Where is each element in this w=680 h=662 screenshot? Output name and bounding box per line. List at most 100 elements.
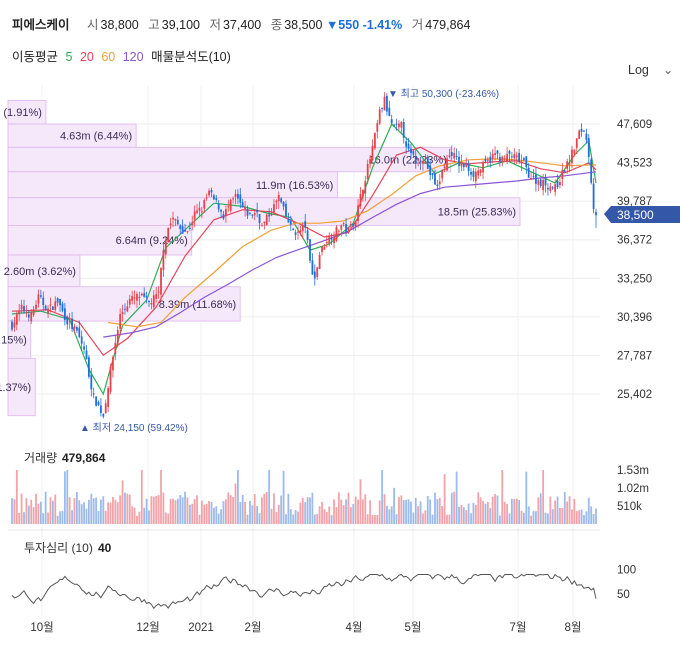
volume-bar bbox=[162, 492, 165, 524]
candle-body bbox=[227, 206, 230, 208]
candle-body bbox=[458, 156, 460, 167]
candle-body bbox=[474, 171, 477, 182]
candle-body bbox=[220, 209, 222, 212]
candle-body bbox=[251, 214, 254, 216]
volume-bar bbox=[489, 508, 492, 524]
candle-body bbox=[162, 250, 165, 271]
volume-bar bbox=[525, 471, 528, 524]
candle-body bbox=[160, 268, 162, 295]
candle-body bbox=[164, 239, 167, 255]
volume-bar bbox=[530, 515, 533, 524]
volume-bar bbox=[398, 497, 400, 524]
candle-body bbox=[253, 213, 256, 216]
ma5-legend[interactable]: 5 bbox=[65, 50, 73, 64]
volume-bar bbox=[181, 497, 184, 524]
volume-bar bbox=[23, 512, 25, 524]
volume-bar bbox=[455, 471, 458, 524]
volume-bar bbox=[107, 502, 110, 524]
volume-profile-label: 18.5m (25.83%) bbox=[438, 207, 516, 219]
volume-bar bbox=[285, 514, 287, 524]
volume-profile-label: 16.0m (22.23%) bbox=[369, 155, 447, 167]
candle-body bbox=[246, 208, 249, 216]
volume-tick-label: 1.02m bbox=[617, 483, 649, 495]
ma120-legend[interactable]: 120 bbox=[122, 50, 144, 64]
candle-body bbox=[587, 138, 590, 157]
candle-body bbox=[282, 201, 285, 207]
volume-bar bbox=[571, 509, 573, 524]
candle-body bbox=[20, 304, 23, 310]
candle-body bbox=[400, 122, 403, 128]
volume-bar bbox=[426, 495, 429, 524]
volume-bar bbox=[160, 470, 162, 524]
psychology-panel-title: 투자심리 (10) 40 bbox=[24, 541, 112, 555]
volume-bar bbox=[508, 513, 511, 524]
candle-body bbox=[239, 194, 242, 203]
time-tick-label: 10월 bbox=[30, 621, 53, 634]
candle-body bbox=[140, 293, 143, 296]
candle-body bbox=[386, 95, 388, 112]
price-tick-label: 25,402 bbox=[617, 389, 652, 401]
volume-bar bbox=[498, 515, 501, 524]
candle-body bbox=[68, 320, 71, 322]
volume-bar bbox=[30, 499, 33, 524]
volume-bar bbox=[124, 492, 126, 524]
volume-bar bbox=[513, 499, 516, 524]
volume-bar bbox=[417, 506, 420, 524]
volume-bar bbox=[414, 497, 417, 524]
volume-bar bbox=[210, 501, 213, 524]
volume-bar bbox=[234, 483, 237, 524]
volume-bar bbox=[559, 507, 561, 524]
candle-body bbox=[510, 156, 513, 158]
ma60-legend[interactable]: 60 bbox=[101, 50, 116, 64]
candle-body bbox=[470, 171, 472, 175]
volume-profile-legend[interactable]: 매물분석도(10) bbox=[151, 50, 231, 64]
volume-bar bbox=[438, 497, 441, 524]
volume-bar bbox=[354, 496, 357, 524]
volume-bar bbox=[434, 492, 436, 524]
candle-body bbox=[318, 254, 321, 269]
volume-bar bbox=[256, 506, 259, 524]
volume-bar bbox=[273, 493, 275, 524]
volume-bar bbox=[249, 500, 251, 524]
candle-body bbox=[63, 308, 66, 320]
candle-body bbox=[575, 138, 578, 148]
volume-bar bbox=[431, 514, 434, 524]
volume-bar bbox=[539, 493, 542, 524]
candle-body bbox=[27, 314, 30, 318]
candle-body bbox=[580, 128, 583, 132]
candle-body bbox=[316, 267, 319, 277]
candle-body bbox=[501, 156, 504, 162]
volume-bar bbox=[138, 511, 141, 524]
candle-body bbox=[71, 318, 73, 329]
candle-body bbox=[277, 195, 280, 202]
price-tick-label: 43,523 bbox=[617, 158, 652, 170]
candle-body bbox=[198, 207, 201, 211]
volume-bar bbox=[342, 505, 345, 524]
volume-bar bbox=[369, 500, 371, 524]
volume-profile-label: 2.60m (3.62%) bbox=[4, 266, 76, 278]
volume-bar bbox=[232, 497, 235, 524]
candle-body bbox=[590, 159, 593, 183]
ma20-legend[interactable]: 20 bbox=[79, 50, 94, 64]
candle-body bbox=[215, 198, 218, 200]
candle-body bbox=[294, 232, 297, 235]
volume-bar bbox=[205, 503, 208, 524]
volume-profile-label: 6.64m (9.24%) bbox=[116, 235, 188, 247]
log-scale-toggle[interactable]: Log ⌄ bbox=[628, 62, 673, 77]
volume-bar bbox=[335, 506, 338, 524]
candle-body bbox=[486, 159, 489, 161]
volume-bar bbox=[246, 514, 249, 524]
volume-bar bbox=[383, 494, 386, 524]
candle-body bbox=[465, 164, 468, 167]
volume-bar bbox=[506, 503, 508, 524]
candle-body bbox=[176, 220, 179, 225]
volume-label: 거 bbox=[411, 18, 424, 32]
candle-body bbox=[498, 156, 501, 163]
candle-body bbox=[289, 221, 292, 225]
volume-bar bbox=[563, 492, 566, 524]
candle-body bbox=[188, 228, 191, 230]
candle-body bbox=[376, 123, 379, 132]
candle-body bbox=[116, 329, 119, 344]
candle-body bbox=[479, 169, 482, 173]
